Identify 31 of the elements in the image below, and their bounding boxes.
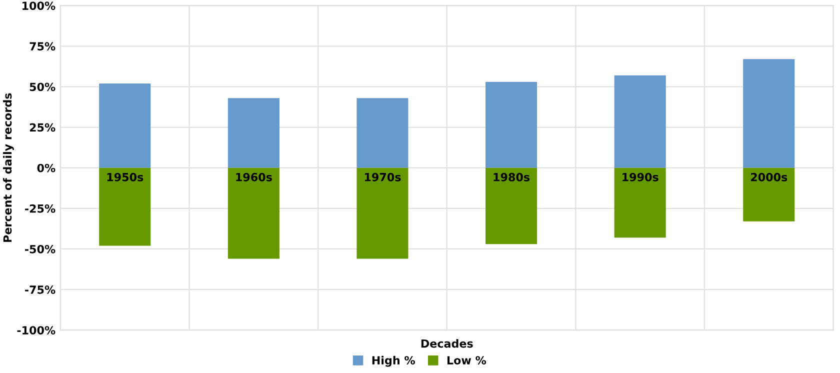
bar	[486, 82, 538, 168]
bar	[743, 59, 795, 168]
x-axis-title: Decades	[421, 339, 473, 348]
y-tick-label: 75%	[30, 42, 56, 51]
bar	[614, 75, 666, 168]
x-tick-label: 1990s	[622, 172, 658, 182]
y-tick-label: -25%	[25, 204, 56, 213]
y-tick-label: -50%	[25, 244, 56, 254]
y-tick-label: 100%	[22, 2, 56, 10]
legend-label: High %	[372, 356, 415, 367]
y-tick-label: -75%	[25, 286, 56, 294]
y-tick-label: 25%	[30, 123, 56, 132]
x-tick-label: 1960s	[236, 172, 272, 182]
bar	[99, 83, 151, 168]
y-tick-label: 0%	[37, 164, 56, 172]
y-tick-label: 50%	[30, 82, 56, 92]
bar	[486, 168, 538, 244]
bar	[99, 168, 151, 246]
bar	[356, 98, 408, 168]
bar	[228, 168, 280, 259]
x-tick-label: 1950s	[107, 172, 144, 182]
x-tick-label: 1980s	[494, 172, 530, 182]
bar	[743, 168, 795, 222]
bar	[228, 98, 280, 168]
x-tick-label: 1970s	[364, 172, 401, 182]
bar	[356, 168, 408, 259]
bar	[614, 168, 666, 238]
legend-label: Low %	[447, 356, 486, 364]
y-axis-title: Percent of daily records	[3, 93, 14, 242]
y-tick-label: -100%	[17, 326, 56, 334]
x-tick-label: 2000s	[750, 172, 788, 182]
